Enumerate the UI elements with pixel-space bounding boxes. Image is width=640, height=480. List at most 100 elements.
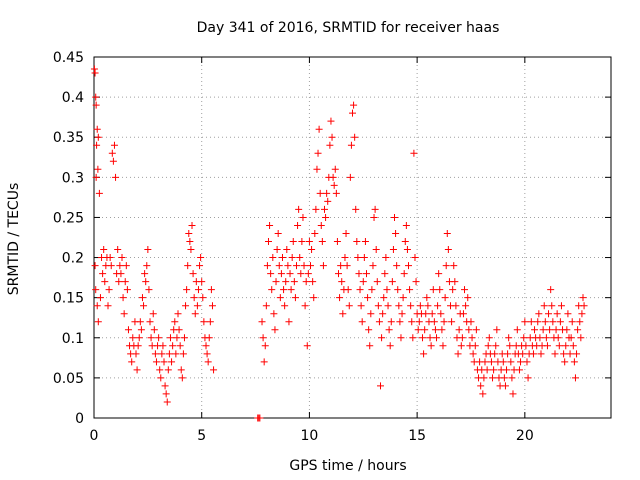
data-point xyxy=(435,270,443,278)
data-point xyxy=(428,310,436,318)
data-point xyxy=(506,342,514,350)
data-point xyxy=(93,141,101,149)
data-point xyxy=(258,318,266,326)
data-point xyxy=(138,294,146,302)
data-point xyxy=(308,246,316,254)
data-point xyxy=(339,310,347,318)
data-point xyxy=(351,133,359,141)
data-point xyxy=(416,302,424,310)
data-point xyxy=(191,310,199,318)
data-point xyxy=(108,149,116,157)
data-point xyxy=(421,326,429,334)
data-point xyxy=(259,334,267,342)
data-point xyxy=(96,294,104,302)
data-point xyxy=(403,246,411,254)
data-point xyxy=(282,278,290,286)
data-point xyxy=(451,278,459,286)
data-point xyxy=(442,262,450,270)
data-point xyxy=(210,366,218,374)
data-point xyxy=(140,302,148,310)
data-point xyxy=(507,358,515,366)
data-point xyxy=(569,342,577,350)
data-point xyxy=(161,382,169,390)
data-point xyxy=(375,318,383,326)
data-point xyxy=(182,302,190,310)
x-tick-label: 0 xyxy=(90,428,99,444)
data-point xyxy=(200,318,208,326)
data-point xyxy=(429,286,437,294)
data-point xyxy=(157,374,165,382)
data-point xyxy=(305,238,313,246)
data-point xyxy=(448,318,456,326)
data-point xyxy=(173,334,181,342)
data-point xyxy=(372,246,380,254)
data-point xyxy=(175,326,183,334)
data-point xyxy=(458,334,466,342)
data-point xyxy=(256,414,264,422)
y-tick-label: 0.4 xyxy=(62,90,84,106)
data-point xyxy=(551,350,559,358)
data-point xyxy=(552,326,560,334)
data-point xyxy=(465,326,473,334)
data-point xyxy=(168,358,176,366)
data-point xyxy=(196,262,204,270)
data-point xyxy=(434,302,442,310)
data-point xyxy=(204,358,212,366)
data-point xyxy=(436,286,444,294)
data-point xyxy=(163,398,171,406)
data-point xyxy=(281,302,289,310)
data-point xyxy=(100,246,108,254)
data-point xyxy=(331,165,339,173)
data-point xyxy=(468,334,476,342)
data-point xyxy=(304,270,312,278)
data-point xyxy=(134,342,142,350)
data-point xyxy=(104,302,112,310)
data-point xyxy=(184,262,192,270)
data-point xyxy=(387,318,395,326)
data-point xyxy=(379,310,387,318)
data-point xyxy=(114,246,122,254)
data-point xyxy=(479,390,487,398)
data-point xyxy=(405,262,413,270)
data-point xyxy=(443,229,451,237)
data-point xyxy=(515,366,523,374)
data-point xyxy=(342,229,350,237)
data-point xyxy=(493,326,501,334)
data-point xyxy=(355,270,363,278)
data-point xyxy=(143,262,151,270)
data-point xyxy=(564,310,572,318)
data-point xyxy=(115,278,123,286)
data-point xyxy=(105,286,113,294)
data-point xyxy=(280,286,288,294)
data-point xyxy=(480,374,488,382)
data-point xyxy=(207,286,215,294)
data-point xyxy=(330,181,338,189)
data-point xyxy=(343,262,351,270)
data-point xyxy=(276,294,284,302)
data-point xyxy=(338,278,346,286)
data-point xyxy=(573,350,581,358)
data-point xyxy=(444,246,452,254)
x-axis-label: GPS time / hours xyxy=(289,458,406,474)
data-point xyxy=(273,246,281,254)
data-point xyxy=(288,254,296,262)
data-point xyxy=(91,262,99,270)
data-point xyxy=(171,318,179,326)
data-point xyxy=(329,173,337,181)
data-point xyxy=(137,326,145,334)
data-point xyxy=(172,350,180,358)
data-point xyxy=(133,366,141,374)
data-point xyxy=(492,342,500,350)
data-point xyxy=(402,221,410,229)
data-point xyxy=(367,310,375,318)
data-point xyxy=(323,189,331,197)
data-point xyxy=(152,358,160,366)
data-point xyxy=(508,374,516,382)
data-point xyxy=(399,294,407,302)
data-point xyxy=(179,350,187,358)
y-axis-label: SRMTID / TECUs xyxy=(6,183,22,296)
data-point xyxy=(537,350,545,358)
data-point xyxy=(423,294,431,302)
data-point xyxy=(384,302,392,310)
data-point xyxy=(519,350,527,358)
